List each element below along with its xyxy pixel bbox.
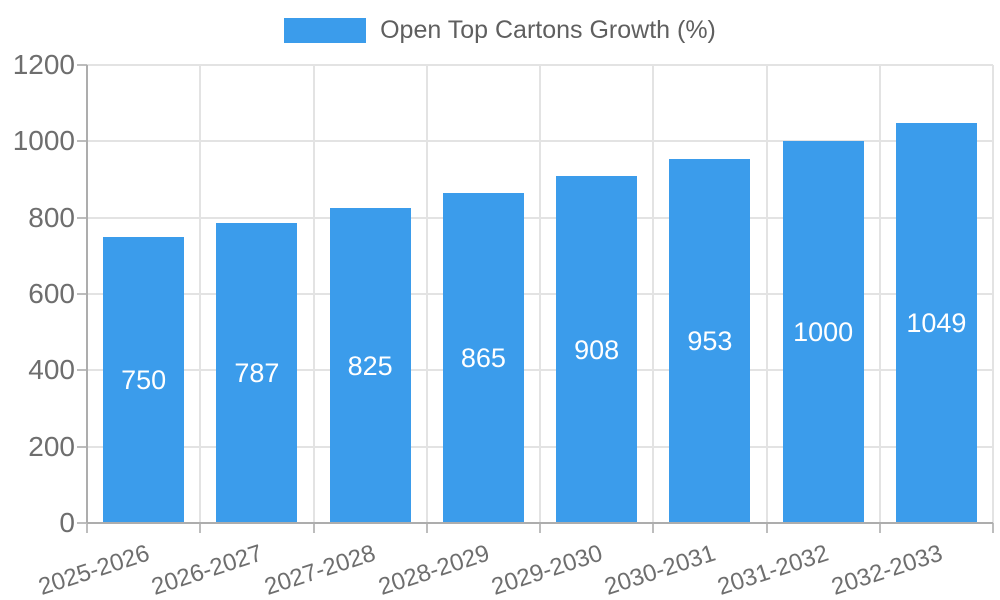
y-tick	[77, 445, 87, 448]
x-axis-line	[87, 522, 993, 524]
y-tick	[77, 369, 87, 372]
x-tick-label: 2031-2032	[714, 539, 833, 600]
x-tick-label: 2029-2030	[488, 539, 606, 600]
y-tick	[77, 140, 87, 143]
legend[interactable]: Open Top Cartons Growth (%)	[0, 16, 1000, 45]
bar-value-label: 750	[121, 364, 167, 395]
y-tick	[77, 293, 87, 295]
x-tick-label: 2025-2026	[35, 539, 153, 600]
x-tick-label: 2026-2027	[148, 539, 266, 600]
bar[interactable]	[895, 122, 977, 523]
y-tick-label: 400	[28, 354, 75, 386]
v-gridline	[312, 65, 315, 523]
v-gridline	[425, 65, 428, 523]
bar[interactable]	[556, 176, 638, 523]
bar[interactable]	[103, 236, 185, 523]
bar-value-label: 825	[347, 350, 393, 381]
bar-value-label: 1000	[793, 317, 854, 348]
legend-label: Open Top Cartons Growth (%)	[380, 16, 716, 44]
bar[interactable]	[442, 192, 524, 523]
y-axis-line	[86, 65, 88, 523]
y-tick-label: 0	[59, 507, 75, 538]
y-tick	[77, 64, 87, 66]
x-tick-label: 2032-2033	[827, 539, 946, 600]
y-tick-label: 1000	[12, 125, 75, 157]
x-tick-label: 2028-2029	[374, 539, 493, 600]
x-tick	[312, 523, 315, 533]
bar[interactable]	[669, 159, 751, 523]
bar-value-label: 908	[574, 334, 620, 365]
y-tick	[77, 216, 87, 219]
bar-value-label: 953	[687, 326, 733, 357]
bar-value-label: 865	[460, 342, 506, 373]
v-gridline	[992, 65, 994, 523]
x-tick	[539, 523, 541, 533]
bar[interactable]	[782, 141, 864, 523]
v-gridline	[878, 65, 881, 523]
y-tick-label: 200	[28, 430, 75, 462]
v-gridline	[765, 65, 768, 523]
legend-swatch-icon	[284, 18, 367, 43]
x-tick-label: 2027-2028	[261, 539, 380, 600]
x-tick	[878, 523, 881, 533]
x-tick	[86, 523, 88, 533]
v-gridline	[539, 65, 541, 523]
bar[interactable]	[216, 222, 298, 523]
x-tick	[765, 523, 768, 533]
bar-value-label: 1049	[906, 307, 967, 338]
bar-value-label: 787	[234, 357, 280, 388]
y-tick	[77, 522, 87, 524]
x-tick	[425, 523, 428, 533]
x-tick	[199, 523, 202, 533]
y-tick-label: 800	[28, 201, 75, 233]
y-tick-label: 1200	[12, 49, 75, 80]
x-tick	[992, 523, 994, 533]
v-gridline	[652, 65, 655, 523]
v-gridline	[199, 65, 202, 523]
bar[interactable]	[329, 208, 411, 523]
x-tick-label: 2030-2031	[601, 539, 719, 600]
x-tick	[652, 523, 655, 533]
y-tick-label: 600	[28, 278, 75, 309]
